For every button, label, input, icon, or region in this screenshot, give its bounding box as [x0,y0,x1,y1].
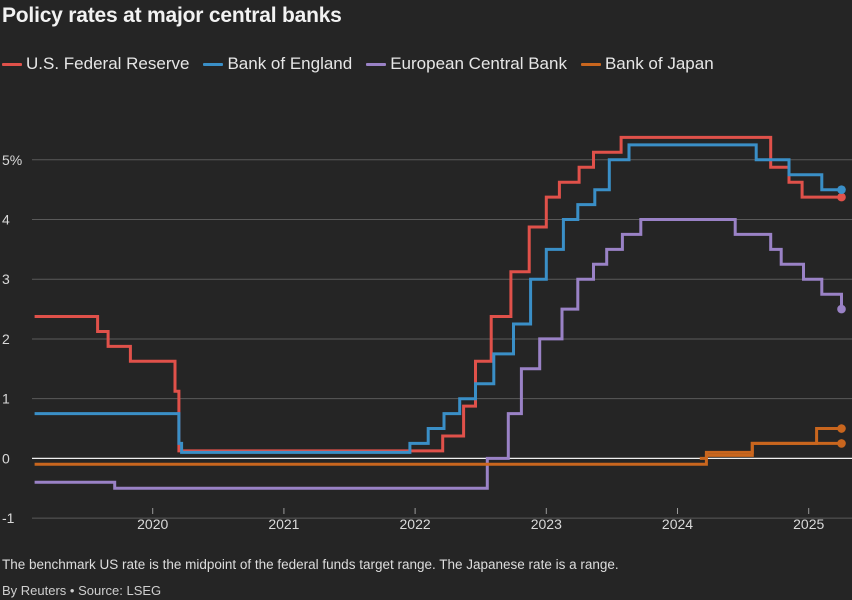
x-tick-label: 2023 [531,516,562,532]
y-tick-label: 2 [2,331,10,347]
chart-note: The benchmark US rate is the midpoint of… [2,557,619,572]
legend-swatch-fed [2,62,22,66]
legend-label-boe: Bank of England [227,54,353,73]
legend-label-boj: Bank of Japan [604,54,714,73]
y-tick-label: 3 [2,271,10,287]
legend-label-fed: U.S. Federal Reserve [26,54,190,73]
chart-title: Policy rates at major central banks [2,4,342,27]
legend-swatch-ecb [366,62,387,66]
x-tick-label: 2025 [793,516,824,532]
x-tick-label: 2022 [400,516,431,532]
series-endpoint-0 [837,192,846,202]
series-endpoint-4 [837,439,846,448]
series-line-4 [699,441,842,460]
series-endpoint-2 [837,304,846,314]
series-line-1 [34,143,842,454]
chart-legend: U.S. Federal Reserve Bank of England Eur… [2,54,728,74]
series-endpoint-3 [837,424,846,433]
y-tick-label: 1 [2,391,10,407]
x-tick-label: 2020 [137,516,168,532]
series-endpoint-1 [837,185,846,194]
y-tick-label: -1 [2,510,15,526]
chart-source: By Reuters • Source: LSEG [2,583,162,598]
legend-label-ecb: European Central Bank [390,54,567,73]
y-tick-label: 4 [2,212,10,228]
series-line-2 [34,218,843,490]
legend-swatch-boe [203,62,224,66]
legend-swatch-boj [580,62,601,66]
y-tick-label: 5% [2,152,22,168]
legend-item-fed: U.S. Federal Reserve [2,54,189,74]
x-tick-label: 2021 [268,516,299,532]
y-tick-label: 0 [2,450,10,466]
legend-item-boj: Bank of Japan [580,54,714,74]
legend-item-boe: Bank of England [203,54,352,74]
x-tick-label: 2024 [662,516,693,532]
legend-item-ecb: European Central Bank [366,54,567,74]
series-line-0 [34,135,842,453]
